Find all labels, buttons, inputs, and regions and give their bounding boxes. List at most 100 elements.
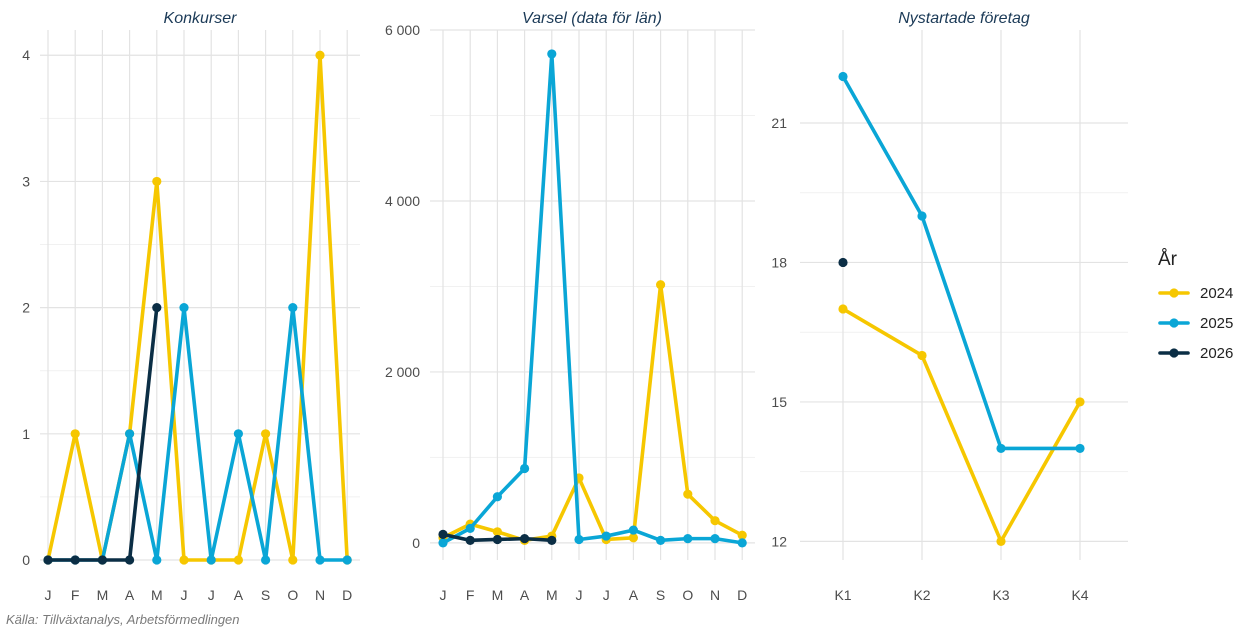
x-tick-label: F: [71, 587, 80, 603]
series-line-2024: [441, 282, 745, 543]
legend-title: År: [1158, 249, 1178, 270]
x-tick-label: A: [520, 587, 530, 603]
panel-title: Konkurser: [164, 10, 238, 27]
series-line-2024: [46, 53, 350, 562]
data-point-2025: [492, 492, 502, 502]
data-point-2026: [838, 257, 848, 268]
data-point-2025: [465, 523, 475, 533]
y-tick-label: 18: [771, 254, 787, 270]
x-tick-label: M: [151, 587, 163, 603]
x-tick-label: A: [125, 587, 135, 603]
x-tick-label: K2: [913, 587, 930, 603]
x-tick-label: S: [656, 587, 665, 603]
x-tick-label: M: [546, 587, 558, 603]
data-point-2025: [656, 535, 666, 545]
x-tick-label: J: [208, 587, 215, 603]
data-point-2024: [233, 555, 243, 565]
data-point-2025: [179, 303, 189, 313]
data-point-2025: [206, 555, 216, 565]
data-point-2024: [492, 527, 502, 537]
series-line-2024: [841, 307, 1082, 544]
x-tick-label: K4: [1071, 587, 1088, 603]
data-point-2025: [261, 555, 271, 565]
y-tick-label: 3: [22, 173, 30, 189]
data-point-2024: [838, 304, 848, 314]
y-tick-label: 2 000: [385, 364, 420, 380]
x-tick-label: J: [181, 587, 188, 603]
data-point-2025: [1075, 443, 1085, 454]
data-point-2024: [1075, 397, 1085, 407]
y-tick-label: 21: [771, 115, 787, 131]
x-tick-label: S: [261, 587, 270, 603]
data-point-2025: [628, 525, 639, 535]
data-point-2026: [43, 555, 53, 565]
data-point-2025: [710, 534, 720, 544]
x-tick-label: O: [682, 587, 693, 603]
data-point-2024: [737, 530, 747, 540]
data-point-2025: [233, 429, 243, 439]
data-point-2025: [917, 211, 927, 221]
y-tick-label: 0: [22, 552, 30, 568]
x-tick-label: M: [492, 587, 504, 603]
y-tick-label: 4: [22, 47, 30, 63]
x-tick-label: N: [710, 587, 720, 603]
x-tick-label: F: [466, 587, 475, 603]
data-point-2024: [683, 489, 693, 499]
data-point-2024: [261, 429, 271, 439]
data-point-2025: [125, 429, 135, 439]
data-point-2025: [438, 538, 448, 548]
data-point-2025: [315, 555, 325, 565]
legend-label: 2024: [1200, 285, 1233, 302]
x-tick-label: J: [576, 587, 583, 603]
y-tick-label: 15: [771, 394, 787, 410]
panel-title: Varsel (data för län): [522, 10, 662, 27]
data-point-2024: [917, 350, 927, 361]
data-point-2025: [574, 534, 584, 545]
x-tick-label: D: [342, 587, 352, 603]
x-tick-label: K1: [834, 587, 851, 603]
data-point-2025: [520, 463, 530, 474]
panel-title: Nystartade företag: [898, 10, 1030, 27]
legend-key-point: [1169, 288, 1179, 298]
data-point-2026: [152, 303, 162, 313]
data-point-2026: [492, 534, 502, 545]
data-point-2026: [520, 534, 530, 544]
legend-label: 2026: [1200, 345, 1233, 362]
data-point-2026: [125, 555, 135, 565]
data-point-2025: [683, 534, 693, 544]
data-point-2024: [656, 280, 666, 290]
data-point-2025: [737, 538, 747, 548]
data-point-2026: [97, 555, 107, 565]
y-tick-label: 2: [22, 300, 30, 316]
data-point-2025: [288, 303, 298, 313]
x-tick-label: J: [45, 587, 52, 603]
legend-key-point: [1169, 348, 1179, 358]
data-point-2025: [838, 71, 848, 82]
data-point-2024: [628, 533, 639, 543]
data-point-2026: [70, 555, 80, 565]
data-point-2026: [547, 535, 557, 545]
y-tick-label: 12: [771, 533, 787, 549]
legend-key-point: [1169, 318, 1179, 328]
data-point-2024: [996, 536, 1006, 547]
data-point-2024: [710, 516, 720, 526]
data-point-2024: [288, 555, 298, 565]
data-point-2025: [601, 531, 611, 541]
legend-label: 2025: [1200, 315, 1233, 332]
x-tick-label: M: [97, 587, 109, 603]
source-caption: Källa: Tillväxtanalys, Arbetsförmedlinge…: [6, 612, 240, 627]
data-point-2025: [996, 443, 1006, 454]
y-tick-label: 4 000: [385, 193, 420, 209]
x-tick-label: J: [603, 587, 610, 603]
x-tick-label: A: [629, 587, 639, 603]
x-tick-label: A: [234, 587, 244, 603]
x-tick-label: K3: [992, 587, 1009, 603]
data-point-2024: [179, 555, 189, 565]
x-tick-label: O: [287, 587, 298, 603]
y-tick-label: 1: [22, 426, 30, 442]
series-line-2025: [841, 74, 1082, 451]
data-point-2026: [465, 535, 475, 545]
data-point-2025: [547, 49, 557, 59]
x-tick-label: J: [440, 587, 447, 603]
